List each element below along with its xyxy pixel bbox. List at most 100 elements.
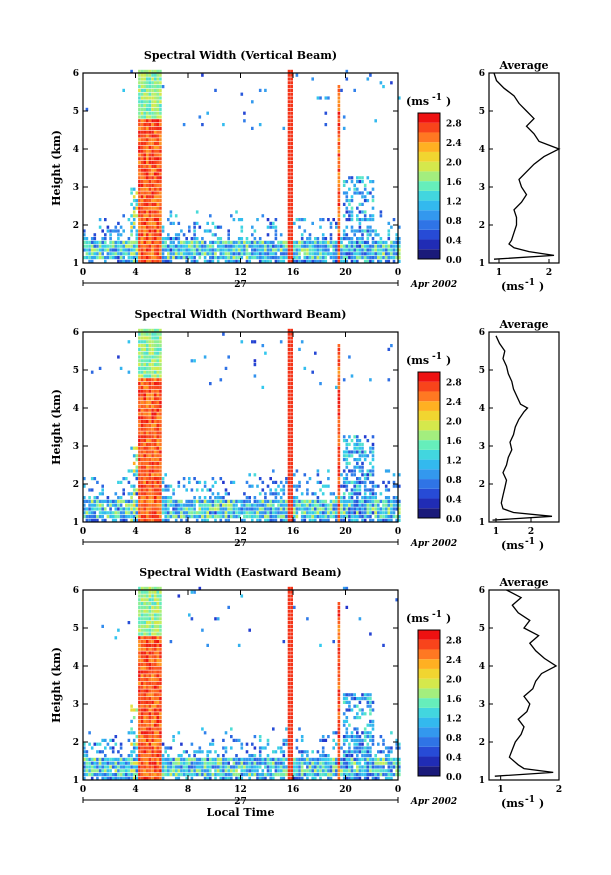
heatmap-cell — [143, 340, 146, 344]
heatmap-cell — [369, 723, 372, 727]
heatmap-cell — [159, 336, 162, 340]
heatmap-cell — [308, 769, 312, 773]
heatmap-cell — [287, 88, 291, 92]
heatmap-cell — [209, 256, 212, 260]
heatmap-cell — [146, 355, 149, 359]
heatmap-cell — [138, 412, 141, 416]
heatmap-cell — [88, 757, 91, 761]
heatmap-cell — [153, 507, 157, 511]
heatmap-cell — [130, 496, 133, 500]
heatmap-cell — [138, 689, 141, 693]
heatmap-cell — [335, 244, 338, 248]
heatmap-cell — [253, 765, 257, 769]
heatmap-cell — [366, 496, 370, 500]
heatmap-cell — [382, 252, 385, 256]
heatmap-cell — [93, 477, 97, 481]
heatmap-cell — [146, 199, 149, 203]
y-tick-label: 3 — [73, 183, 79, 193]
heatmap-cell — [358, 180, 362, 184]
heatmap-cell — [308, 511, 312, 515]
heatmap-cell — [232, 503, 236, 507]
heatmap-cell — [146, 723, 149, 727]
heatmap-cell — [256, 765, 259, 769]
heatmap-cell — [287, 518, 291, 522]
heatmap-cell — [96, 252, 99, 256]
heatmap-cell — [337, 704, 341, 708]
heatmap-cell — [340, 769, 343, 773]
heatmap-cell — [209, 761, 212, 765]
heatmap-cell — [253, 769, 257, 773]
heatmap-cell — [119, 366, 123, 370]
heatmap-cell — [140, 640, 144, 644]
heatmap-cell — [156, 229, 160, 233]
heatmap-cell — [180, 244, 183, 248]
heatmap-cell — [143, 643, 146, 647]
heatmap-cell — [290, 393, 293, 397]
heatmap-cell — [348, 256, 351, 260]
heatmap-cell — [251, 484, 254, 488]
heatmap-cell — [104, 738, 107, 742]
heatmap-cell — [261, 507, 265, 511]
heatmap-cell — [138, 233, 141, 237]
heatmap-cell — [140, 697, 144, 701]
heatmap-cell — [193, 248, 196, 252]
heatmap-cell — [169, 765, 173, 769]
heatmap-cell — [153, 465, 157, 469]
heatmap-cell — [287, 111, 291, 115]
heatmap-cell — [342, 761, 346, 765]
heatmap-cell — [146, 712, 149, 716]
heatmap-cell — [151, 183, 154, 187]
heatmap-cell — [337, 742, 341, 746]
heatmap-cell — [143, 172, 146, 176]
heatmap-cell — [185, 761, 188, 765]
heatmap-cell — [251, 761, 254, 765]
heatmap-cell — [290, 719, 293, 723]
heatmap-cell — [361, 746, 364, 750]
heatmap-cell — [148, 111, 152, 115]
heatmap-cell — [153, 180, 157, 184]
heatmap-cell — [148, 259, 152, 263]
heatmap-cell — [119, 252, 123, 256]
heatmap-cell — [182, 244, 186, 248]
heatmap-cell — [130, 202, 133, 206]
heatmap-cell — [306, 503, 309, 507]
heatmap-cell — [308, 248, 312, 252]
colorbar-band — [418, 630, 440, 640]
heatmap-cell — [240, 757, 244, 761]
heatmap-cell — [101, 765, 104, 769]
heatmap-cell — [190, 256, 194, 260]
heatmap-cell — [111, 499, 115, 503]
heatmap-cell — [198, 244, 202, 248]
heatmap-cell — [287, 613, 291, 617]
heatmap-cell — [140, 488, 144, 492]
heatmap-cell — [363, 515, 367, 519]
heatmap-cell — [293, 757, 296, 761]
heatmap-cell — [151, 355, 154, 359]
heatmap-cell — [153, 624, 157, 628]
heatmap-cell — [135, 473, 139, 477]
heatmap-cell — [342, 126, 346, 130]
heatmap-cell — [130, 446, 133, 450]
heatmap-cell — [148, 206, 152, 210]
heatmap-cell — [138, 454, 141, 458]
heatmap-cell — [156, 723, 160, 727]
heatmap-cell — [214, 750, 217, 754]
heatmap-cell — [106, 742, 110, 746]
heatmap-cell — [138, 605, 141, 609]
heatmap-cell — [177, 221, 181, 225]
heatmap-cell — [153, 214, 157, 218]
heatmap-cell — [159, 164, 162, 168]
heatmap-cell — [138, 750, 141, 754]
heatmap-cell — [148, 347, 152, 351]
heatmap-cell — [174, 773, 178, 777]
heatmap-cell — [287, 363, 291, 367]
heatmap-cell — [104, 761, 107, 765]
heatmap-cell — [167, 218, 170, 222]
heatmap-cell — [366, 704, 370, 708]
heatmap-cell — [177, 233, 181, 237]
heatmap-cell — [156, 674, 160, 678]
heatmap-cell — [264, 757, 267, 761]
heatmap-cell — [290, 742, 293, 746]
heatmap-cell — [356, 218, 359, 222]
heatmap-cell — [324, 507, 328, 511]
